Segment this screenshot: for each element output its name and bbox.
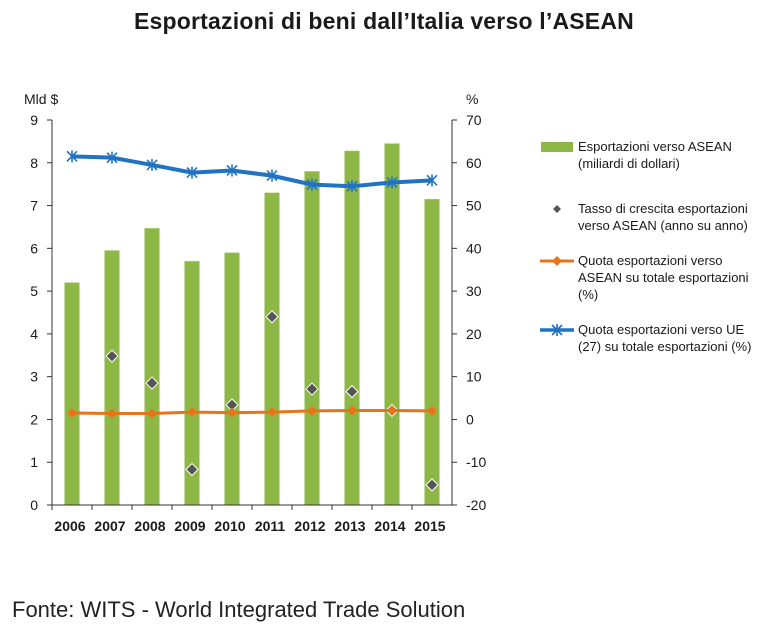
growth-point: [345, 384, 359, 399]
right-tick-label: 50: [466, 198, 482, 214]
source-note: Fonte: WITS - World Integrated Trade Sol…: [12, 597, 466, 622]
legend-item-exports: Esportazioni verso ASEAN (miliardi di do…: [540, 138, 765, 172]
left-tick-label: 2: [30, 411, 38, 427]
eu-share-point: [266, 169, 278, 182]
x-tick-label: 2008: [134, 518, 165, 534]
bar: [104, 250, 120, 505]
growth-point: [105, 349, 119, 363]
left-tick-label: 8: [30, 155, 38, 171]
x-tick-label: 2007: [94, 518, 125, 534]
bar: [304, 171, 320, 506]
left-tick-label: 5: [30, 283, 38, 299]
legend-item-asean-share: Quota esportazioni verso ASEAN su totale…: [540, 252, 765, 303]
x-tick-label: 2012: [294, 518, 325, 534]
gray-diamond-marker-icon: [553, 205, 561, 213]
x-tick-label: 2011: [255, 518, 286, 534]
right-tick-label: 30: [466, 283, 482, 299]
eu-share-point: [346, 180, 358, 193]
bar: [384, 143, 400, 505]
legend-label-eu-share: Quota esportazioni verso UE (27) su tota…: [578, 322, 752, 354]
eu-share-point: [386, 176, 398, 189]
right-tick-label: 40: [466, 240, 482, 256]
eu-share-point: [146, 158, 158, 171]
bar: [424, 199, 440, 505]
legend-item-growth: Tasso di crescita esportazioni verso ASE…: [540, 200, 765, 234]
x-tick-label: 2009: [174, 518, 205, 534]
asean-share-point: [387, 405, 397, 416]
eu-share-point: [426, 174, 438, 187]
growth-point: [425, 478, 439, 492]
legend-label-exports: Esportazioni verso ASEAN (miliardi di do…: [578, 139, 732, 171]
eu-share-point: [226, 164, 238, 177]
left-tick-label: 1: [30, 454, 38, 470]
bar: [224, 252, 240, 505]
left-tick-label: 4: [30, 326, 38, 342]
left-tick-label: 9: [30, 112, 38, 128]
growth-point: [305, 382, 319, 396]
right-tick-label: -20: [466, 497, 486, 513]
eu-share-point: [66, 150, 78, 163]
legend-item-eu-share: Quota esportazioni verso UE (27) su tota…: [540, 321, 765, 355]
legend-label-growth: Tasso di crescita esportazioni verso ASE…: [578, 201, 748, 233]
bar: [144, 228, 160, 505]
right-tick-label: 60: [466, 155, 482, 171]
asean-share-point: [227, 407, 237, 418]
chart-title: Esportazioni di beni dall’Italia verso l…: [134, 8, 634, 34]
asean-share-point: [347, 405, 357, 416]
asean-share-point: [67, 408, 77, 419]
left-tick-label: 6: [30, 240, 38, 256]
x-tick-label: 2006: [54, 518, 85, 534]
asean-share-point: [307, 405, 317, 416]
growth-point: [265, 310, 279, 324]
eu-share-point: [306, 178, 318, 191]
asean-share-point: [267, 407, 277, 418]
growth-point: [185, 462, 199, 477]
legend: Esportazioni verso ASEAN (miliardi di do…: [540, 138, 765, 373]
left-axis-unit-label: Mld $: [24, 91, 58, 107]
blue-star-line-icon: [540, 324, 574, 336]
eu-share-point: [186, 166, 198, 179]
bar: [264, 192, 280, 505]
right-tick-label: 20: [466, 326, 482, 342]
asean-share-line: [71, 408, 433, 415]
right-tick-label: 10: [466, 369, 482, 385]
left-tick-label: 3: [30, 369, 38, 385]
eu-share-point: [106, 151, 118, 164]
legend-label-asean-share: Quota esportazioni verso ASEAN su totale…: [578, 253, 749, 302]
right-tick-label: -10: [466, 454, 486, 470]
left-tick-label: 0: [30, 497, 38, 513]
eu-share-line: [71, 154, 433, 189]
bar: [184, 261, 200, 505]
asean-share-point: [107, 408, 117, 419]
asean-share-point: [427, 405, 437, 416]
asean-share-point: [147, 408, 157, 419]
right-tick-label: 70: [466, 112, 482, 128]
asean-share-point: [187, 407, 197, 418]
x-tick-label: 2010: [214, 518, 245, 534]
right-axis-unit-label: %: [466, 91, 478, 107]
left-tick-label: 7: [30, 198, 38, 214]
orange-diamond-line-icon: [540, 256, 574, 266]
bar: [344, 150, 360, 506]
x-tick-label: 2013: [334, 518, 365, 534]
bar: [64, 282, 80, 505]
x-tick-label: 2014: [374, 518, 405, 534]
x-tick-label: 2015: [414, 518, 445, 534]
growth-point: [145, 376, 159, 390]
green-bar-swatch-icon: [541, 142, 573, 152]
right-tick-label: 0: [466, 411, 474, 427]
